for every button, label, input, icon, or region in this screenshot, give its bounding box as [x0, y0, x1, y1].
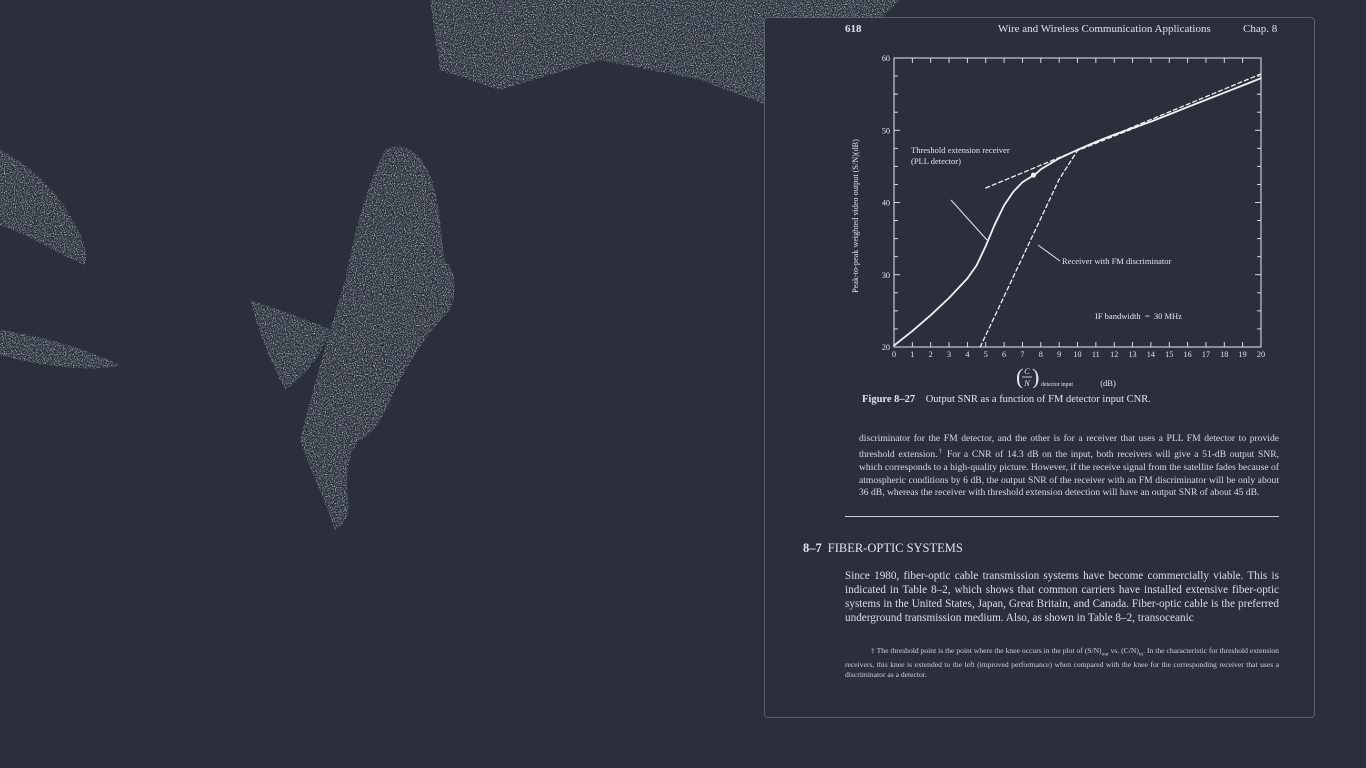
threshold-point-marker: [1030, 172, 1037, 178]
y-tick-label: 20: [882, 343, 890, 352]
pll-label-line1: Threshold extension receiver: [911, 145, 1010, 155]
figure-label: Figure 8–27: [862, 394, 916, 405]
para1-text-b: For a CNR of 14.3 dB on the input, both …: [859, 448, 1280, 499]
body-paragraph-2: Since 1980, fiber-optic cable transmissi…: [845, 570, 1279, 624]
x-tick-label: 3: [947, 350, 951, 359]
figure-chart: 0 1 2 3 4 5 6 7 8 9 10 11 12 13 14 15 16 17 18 19 2020304050…: [851, 54, 1265, 388]
x-label-unit: (dB): [1100, 378, 1116, 388]
y-tick-label: 30: [882, 271, 890, 280]
footnote-sub-out: out: [1101, 651, 1109, 658]
document-page: 618 Wire and Wireless Communication Appl…: [764, 17, 1315, 718]
pll-label-line2: (PLL detector): [911, 156, 961, 166]
figure-caption-text: Output SNR as a function of FM detector …: [925, 394, 1151, 405]
x-tick-label: 20: [1257, 350, 1265, 359]
footnote-text-a: † The threshold point is the point where…: [871, 646, 1102, 655]
x-label-frac-top: C: [1024, 366, 1030, 376]
horizontal-rule: [845, 516, 1279, 517]
section-heading: 8–7 FIBER-OPTIC SYSTEMS: [803, 541, 963, 556]
footnote-text-b: vs. (C/N): [1108, 646, 1139, 655]
x-tick-label: 17: [1202, 350, 1210, 359]
x-tick-label: 15: [1165, 350, 1173, 359]
x-label-frac-bottom: N: [1023, 378, 1031, 388]
x-tick-label: 4: [965, 350, 969, 359]
x-tick-label: 2: [929, 350, 933, 359]
footnote-marker: †: [937, 447, 944, 455]
y-tick-label: 60: [882, 54, 890, 63]
x-tick-label: 12: [1110, 350, 1118, 359]
footnote: † The threshold point is the point where…: [845, 646, 1279, 681]
body-paragraph-1: discriminator for the FM detector, and t…: [859, 433, 1279, 500]
x-tick-label: 6: [1002, 350, 1006, 359]
footnote-sub-in: in: [1138, 651, 1144, 658]
x-tick-label: 8: [1039, 350, 1043, 359]
x-tick-label: 14: [1147, 350, 1155, 359]
series-line-1: [979, 77, 1262, 348]
page-number: 618: [845, 23, 862, 35]
chart-series: [893, 73, 1262, 348]
y-tick-label: 40: [882, 199, 890, 208]
footnote-text-c: . In the characteristic for threshold ex…: [845, 646, 1279, 680]
x-tick-label: 1: [910, 350, 914, 359]
fm-label: Receiver with FM discriminator: [1062, 256, 1171, 266]
series-line-0: [893, 77, 1262, 347]
x-tick-label: 9: [1057, 350, 1061, 359]
x-tick-label: 18: [1220, 350, 1228, 359]
para1-text-a: discriminator for the FM detector, and t…: [859, 433, 1279, 460]
y-tick-label: 50: [882, 126, 890, 135]
x-tick-label: 0: [892, 350, 896, 359]
x-tick-label: 13: [1128, 350, 1136, 359]
chapter-label: Chap. 8: [1243, 23, 1278, 35]
section-title: FIBER-OPTIC SYSTEMS: [827, 541, 963, 555]
x-label-lparen: (: [1016, 364, 1023, 388]
x-tick-label: 19: [1239, 350, 1247, 359]
x-tick-label: 16: [1184, 350, 1192, 359]
chart-annotations: Threshold extension receiver (PLL detect…: [851, 139, 1182, 388]
running-head: Wire and Wireless Communication Applicat…: [998, 23, 1211, 35]
x-tick-label: 5: [984, 350, 988, 359]
bandwidth-label: IF bandwidth = 30 MHz: [1095, 311, 1182, 321]
series-line-2: [985, 73, 1262, 189]
plot-frame: [893, 57, 1262, 348]
x-tick-label: 11: [1092, 350, 1100, 359]
fm-leader-line: [1037, 244, 1061, 262]
figure-caption: Figure 8–27 Output SNR as a function of …: [862, 394, 1151, 405]
x-label-subscript: detector input: [1041, 382, 1073, 388]
x-label-rparen: ): [1032, 364, 1039, 388]
x-tick-label: 7: [1020, 350, 1024, 359]
x-tick-label: 10: [1073, 350, 1081, 359]
chart-axes: 0 1 2 3 4 5 6 7 8 9 10 11 12 13 14 15 16 17 18 19 2020304050…: [882, 54, 1265, 359]
y-axis-label: Peak-to-peak weighted video output (S/N)…: [851, 139, 860, 293]
pll-leader-line: [950, 199, 988, 241]
section-number: 8–7: [803, 541, 822, 555]
